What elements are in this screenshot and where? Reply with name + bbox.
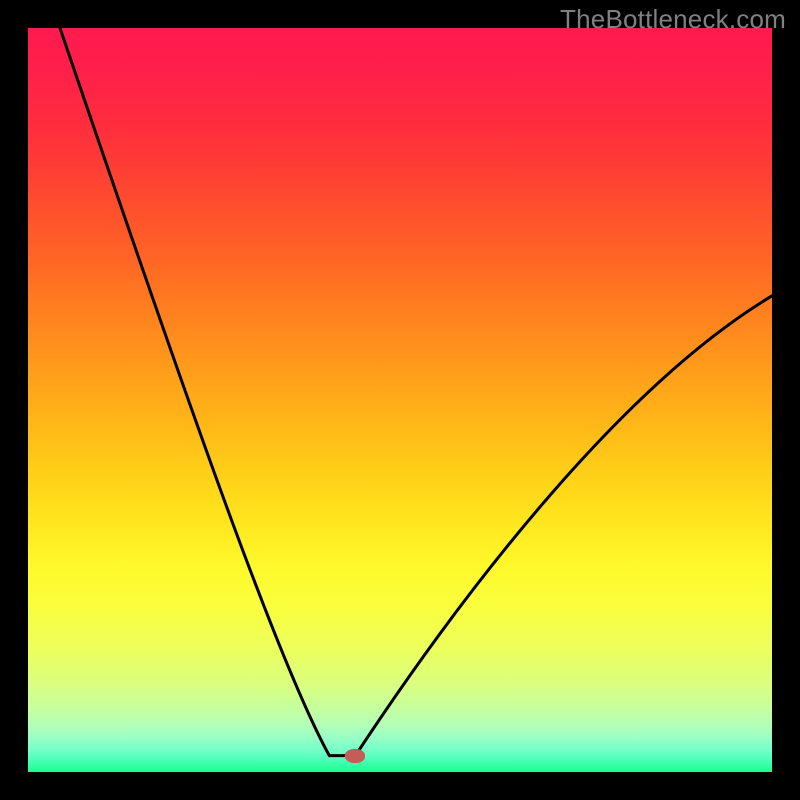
chart-frame: TheBottleneck.com	[0, 0, 800, 800]
curve-path	[60, 28, 772, 756]
plot-area	[28, 28, 772, 772]
bottleneck-curve	[28, 28, 772, 772]
optimal-point-marker	[345, 749, 365, 763]
